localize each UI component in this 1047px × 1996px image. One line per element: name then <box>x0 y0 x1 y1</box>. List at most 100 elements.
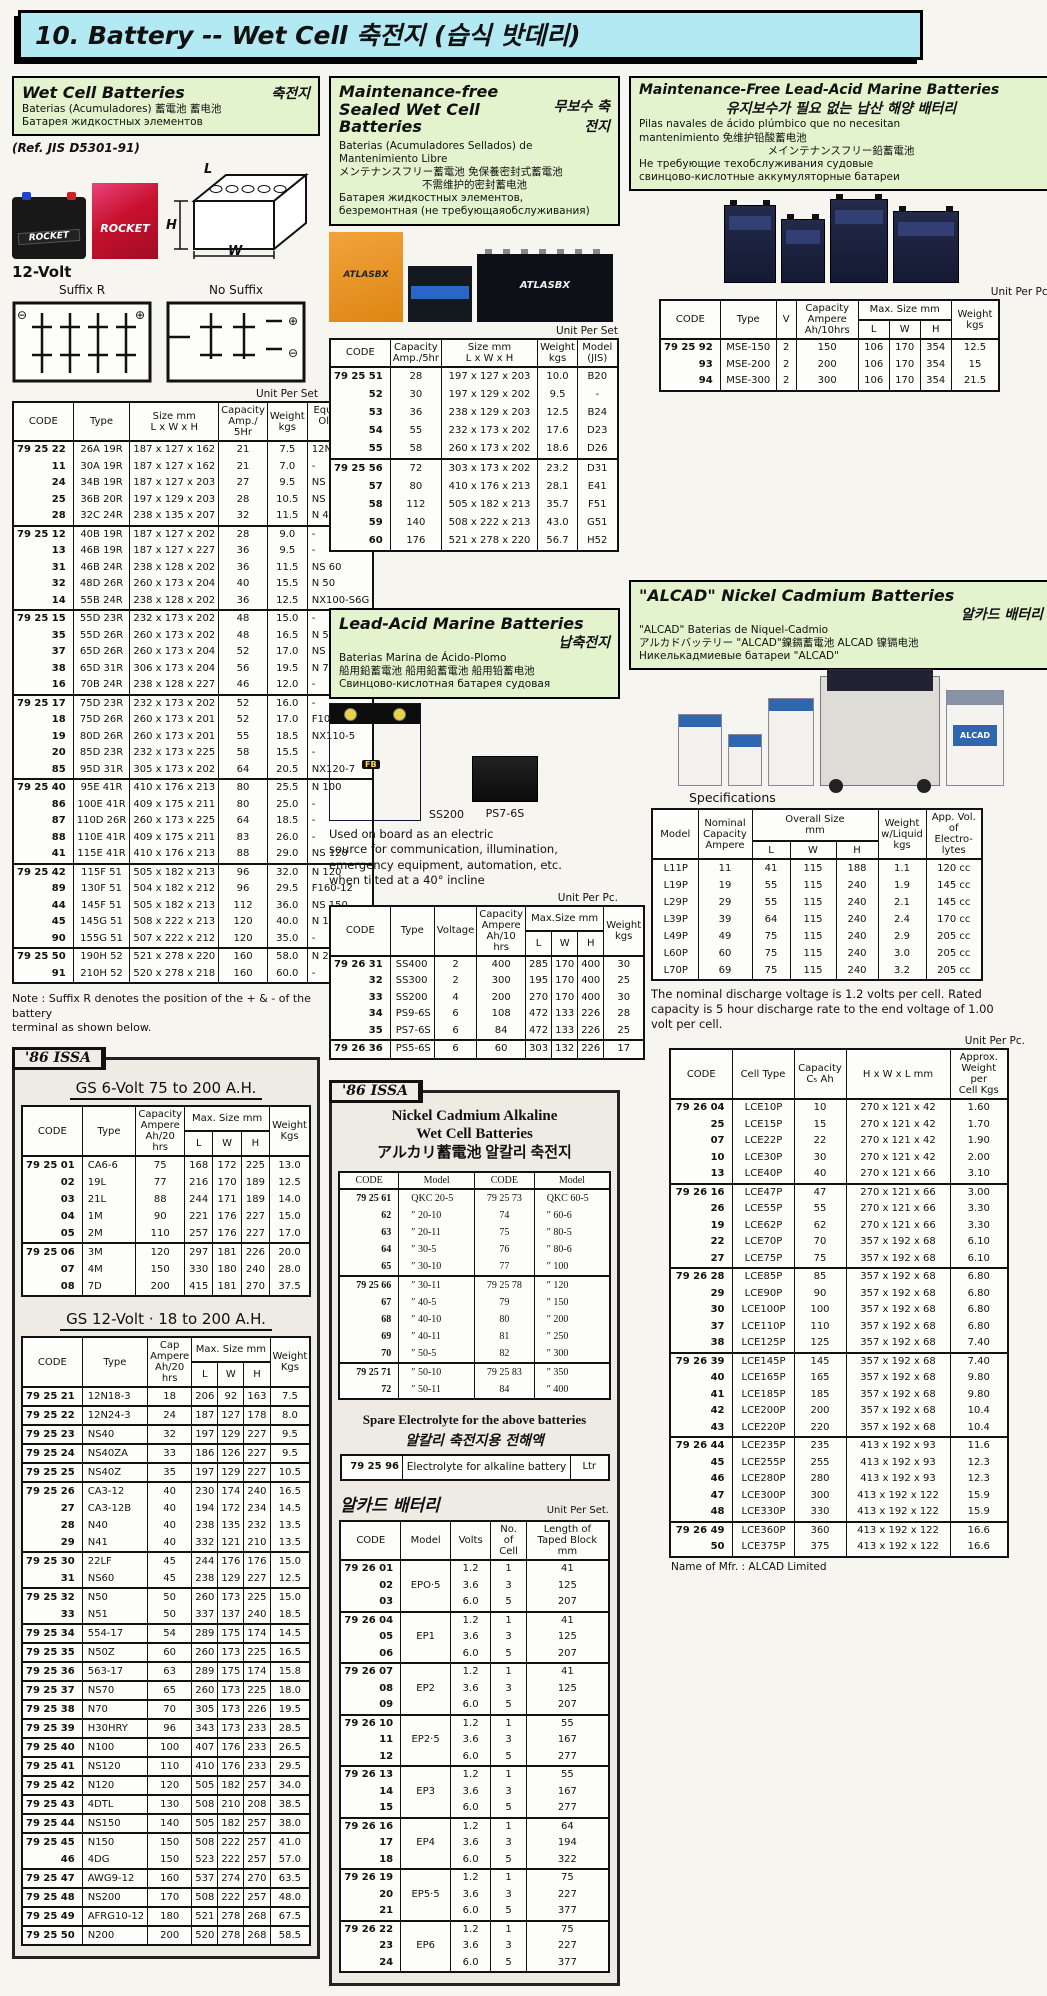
table-row: 35 PS7-6S 6 84 472 133 226 25 <box>329 1022 645 1041</box>
table-cell: 68 <box>338 1310 400 1328</box>
table-cell: 5 <box>490 1851 528 1870</box>
table-cell: 255 <box>793 1454 847 1472</box>
table-row: 55 58 260 x 173 x 202 18.6 D26 <box>329 439 619 459</box>
table-cell: 129 <box>217 1570 245 1589</box>
table-cell: PS9-6S <box>389 1006 435 1023</box>
table-cell: 41 <box>12 846 74 864</box>
table-row: 18 6.0 5 322 <box>339 1851 610 1870</box>
table-cell: 300 <box>476 973 526 990</box>
table-cell: 18 <box>147 1387 193 1407</box>
table-cell: LCE185P <box>731 1386 795 1404</box>
table-cell: 12.5 <box>269 1570 311 1589</box>
table-cell: 23.2 <box>537 457 579 478</box>
table-cell: 186 <box>191 1443 219 1464</box>
table-cell: 305 x 173 x 202 <box>129 761 220 780</box>
table-cell: 3 <box>490 1629 528 1646</box>
table-cell: 82 <box>474 1344 535 1363</box>
col-header-capacity: Capacity Amp./ 5Hr <box>218 401 268 443</box>
table-cell: 41 <box>751 859 791 878</box>
table-row: 79 25 71 ″ 50-10 79 25 83 ″ 350 <box>338 1361 611 1381</box>
rocket-box-photo: ROCKET <box>92 183 158 260</box>
table-cell: 58 <box>389 439 443 459</box>
col-header-l: L <box>191 1361 219 1389</box>
table-row: 79 25 47 AWG9-12 160 537 274 270 63.5 <box>21 1868 311 1889</box>
table-cell: 79 26 22 <box>339 1919 402 1939</box>
panel-line: Батарея жидкостных элементов, <box>339 192 524 205</box>
table-cell <box>400 1868 452 1887</box>
table-row: 79 25 92 MSE-150 2 150 106 170 354 12.5 <box>659 339 1000 357</box>
table-cell: 3.6 <box>450 1886 492 1904</box>
table-cell: 13 <box>669 1166 733 1184</box>
table-cell: 300 <box>793 1487 847 1505</box>
table-cell: 28.5 <box>269 1718 311 1739</box>
table-row: 79 26 28 LCE85P 85 357 x 192 x 68 6.80 <box>669 1267 1009 1286</box>
table-cell: 18.5 <box>266 728 308 746</box>
table-cell: 232 <box>243 1517 271 1535</box>
table-cell: ″ 60-6 <box>533 1206 611 1224</box>
table-cell: 79 25 39 <box>21 1718 83 1739</box>
table-cell: 79 26 04 <box>669 1099 733 1117</box>
col-header-max-size: Max. Size mm <box>857 299 952 321</box>
panel-line: メインテナンスフリー鉛蓄電池 <box>767 144 915 157</box>
table-cell <box>400 1713 452 1733</box>
table-cell: 173 <box>217 1587 245 1607</box>
table-cell: 75 <box>751 928 791 946</box>
table-cell: 12 <box>339 1748 402 1767</box>
table-cell: ″ 20-11 <box>398 1223 476 1241</box>
table-cell: 232 x 173 x 202 <box>129 693 220 713</box>
table-cell: NS60 <box>81 1570 149 1589</box>
table-cell: 1.1 <box>877 859 927 878</box>
table-cell: 257 <box>243 1887 271 1908</box>
table-cell: 94 <box>659 373 721 391</box>
table-cell: 357 x 192 x 68 <box>845 1403 951 1420</box>
col-header-weight: Weight kgs <box>950 299 1000 341</box>
table-cell: 7.40 <box>949 1335 1009 1353</box>
table-cell: ″ 400 <box>533 1380 611 1399</box>
svg-text:W: W <box>228 244 243 259</box>
panel-line: Никелькадмиевые батареи "ALCAD" <box>639 650 839 663</box>
atlasbx-wide-battery-photo: ATLASBX <box>477 248 613 322</box>
panel-title: "ALCAD" Nickel Cadmium Batteries <box>639 585 955 605</box>
table-row: 46 4DG 150 523 222 257 57.0 <box>21 1851 311 1870</box>
dimension-diagram: L H W <box>164 159 320 260</box>
table-cell: 20.5 <box>266 761 308 780</box>
col-header-model: Model <box>398 1171 476 1190</box>
spare-electrolyte-title: Spare Electrolyte for the above batterie… <box>362 1411 587 1427</box>
table-cell: N40 <box>81 1517 149 1535</box>
table-cell: 357 x 192 x 68 <box>845 1370 951 1387</box>
panel-line: Baterias Marina de Ácido-Plomo <box>339 652 507 665</box>
table-row: 03 6.0 5 207 <box>339 1594 610 1612</box>
table-cell: 48.0 <box>269 1887 311 1908</box>
ps76s-battery-photo <box>471 755 538 802</box>
table-cell: 16.5 <box>269 1642 311 1663</box>
table-cell: 75 <box>135 1156 186 1175</box>
table-cell: ″ 200 <box>533 1310 611 1328</box>
table-cell: ″ 150 <box>533 1293 611 1311</box>
table-cell: 18.5 <box>269 1606 311 1625</box>
table-cell: 2.9 <box>877 928 927 946</box>
table-cell: 83 <box>218 829 268 847</box>
table-row: 72 ″ 50-11 84 ″ 400 <box>338 1380 611 1399</box>
table-cell: NS 60 <box>306 559 374 577</box>
alcad-photos: ALCAD <box>629 669 1047 794</box>
table-cell: 222 <box>217 1887 245 1908</box>
table-cell: 50 <box>147 1606 193 1625</box>
table-cell: 28 <box>218 491 268 509</box>
table-cell: 280 <box>793 1471 847 1488</box>
table-row: 64 ″ 30-5 76 ″ 80-6 <box>338 1240 611 1258</box>
table-row: 79 26 01 1.2 1 41 <box>339 1560 610 1578</box>
table-cell: 79 25 47 <box>21 1868 83 1889</box>
table-cell: 54 <box>329 421 391 440</box>
table-cell: 126 <box>217 1443 245 1464</box>
table-cell: 357 x 192 x 68 <box>845 1234 951 1251</box>
gs12-title: GS 12-Volt · 18 to 200 A.H. <box>21 1309 311 1332</box>
table-cell: 69 <box>338 1327 400 1345</box>
table-cell: 05 <box>21 1225 83 1244</box>
table-cell: 47 <box>793 1182 847 1202</box>
table-cell: 76 <box>474 1240 535 1258</box>
table-row: 14 55B 24R 238 x 128 x 202 36 12.5 NX100-S6G <box>12 592 374 611</box>
table-cell: 79 25 66 <box>338 1274 400 1294</box>
table-cell: 79 25 96 <box>340 1454 403 1481</box>
panel-line: Baterias (Acumuladores Sellados) de Mant… <box>339 139 533 165</box>
